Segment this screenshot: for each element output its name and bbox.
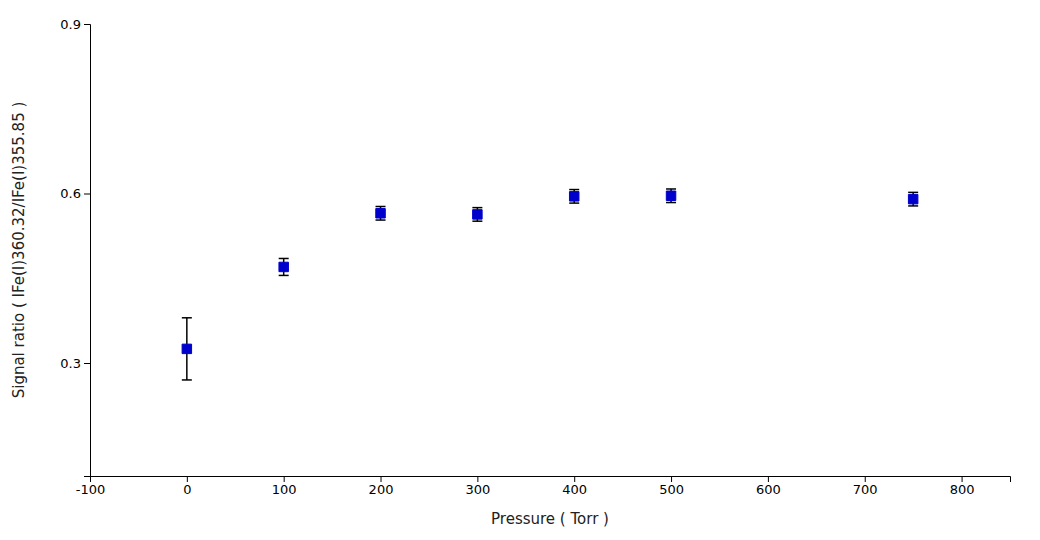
x-tick: 200 — [369, 476, 394, 497]
point — [182, 344, 191, 353]
chart: -100 0 100 200 300 400 500 600 700 800 0.3 0.6 0.9 Pr… — [0, 0, 1040, 540]
error-bar — [279, 258, 289, 275]
marks — [182, 189, 918, 380]
y-tick-mark — [84, 363, 90, 364]
error-bar-cap — [472, 207, 482, 209]
error-bar-cap — [666, 202, 676, 204]
point — [376, 209, 385, 218]
x-axis-title: Pressure ( Torr ) — [491, 510, 609, 528]
error-bar-cap — [376, 219, 386, 221]
x-tick: 800 — [950, 476, 975, 497]
error-bar — [569, 190, 579, 204]
error-bar-cap — [569, 202, 579, 204]
y-tick: 0.6 — [60, 186, 90, 201]
x-tick-label: 700 — [853, 482, 878, 497]
error-bar-cap — [569, 189, 579, 191]
y-tick-label: 0.3 — [60, 356, 81, 371]
x-tick-label: 500 — [659, 482, 684, 497]
x-axis-line — [91, 477, 1011, 483]
x-tick: 500 — [659, 476, 684, 497]
x-tick: -100 — [76, 476, 106, 497]
x-tick: 700 — [853, 476, 878, 497]
x-axis: -100 0 100 200 300 400 500 600 700 800 — [76, 476, 1011, 497]
error-bar-cap — [279, 275, 289, 277]
x-tick: 100 — [272, 476, 297, 497]
y-tick-mark — [84, 194, 90, 195]
x-tick-mark — [865, 476, 866, 482]
y-axis-title: Signal ratio ( IFe(I)360.32/IFe(I)355.85… — [10, 102, 28, 399]
error-bar-cap — [279, 258, 289, 260]
y-axis: 0.3 0.6 0.9 — [60, 17, 90, 477]
x-tick-mark — [477, 476, 478, 482]
x-tick: 0 — [183, 476, 191, 497]
error-bar — [182, 318, 192, 380]
x-tick-label: 800 — [950, 482, 975, 497]
y-tick: 0.9 — [60, 17, 90, 32]
x-tick-mark — [381, 476, 382, 482]
error-bar — [472, 208, 482, 222]
point — [666, 191, 675, 200]
error-bar-cap — [376, 206, 386, 208]
x-tick-label: 100 — [272, 482, 297, 497]
x-tick-label: 600 — [756, 482, 781, 497]
y-tick-label: 0.9 — [60, 17, 81, 32]
point — [569, 192, 578, 201]
x-tick: 400 — [562, 476, 587, 497]
error-bar-cap — [908, 205, 918, 207]
point — [908, 194, 917, 203]
x-tick-mark — [284, 476, 285, 482]
error-bar-cap — [182, 379, 192, 381]
x-tick: 300 — [465, 476, 490, 497]
error-bar — [666, 189, 676, 203]
y-axis-line — [84, 25, 91, 477]
point — [279, 262, 288, 271]
y-tick-mark — [84, 24, 90, 25]
x-tick-label: 400 — [562, 482, 587, 497]
x-tick-mark — [768, 476, 769, 482]
x-tick-mark — [187, 476, 188, 482]
point — [473, 210, 482, 219]
x-tick-mark — [671, 476, 672, 482]
x-tick-mark — [962, 476, 963, 482]
x-tick-label: 0 — [183, 482, 191, 497]
y-tick-label: 0.6 — [60, 186, 81, 201]
plot-area: -100 0 100 200 300 400 500 600 700 800 0.3 0.6 0.9 — [60, 17, 1010, 498]
error-bar — [376, 206, 386, 220]
x-tick-label: 200 — [369, 482, 394, 497]
error-bar-cap — [472, 220, 482, 222]
x-tick-label: -100 — [76, 482, 106, 497]
x-tick-label: 300 — [465, 482, 490, 497]
x-tick: 600 — [756, 476, 781, 497]
y-tick: 0.3 — [60, 356, 90, 371]
x-tick-mark — [574, 476, 575, 482]
error-bar-cap — [666, 188, 676, 190]
error-bar-cap — [182, 317, 192, 319]
error-bar-cap — [908, 192, 918, 194]
error-bar — [908, 192, 918, 206]
